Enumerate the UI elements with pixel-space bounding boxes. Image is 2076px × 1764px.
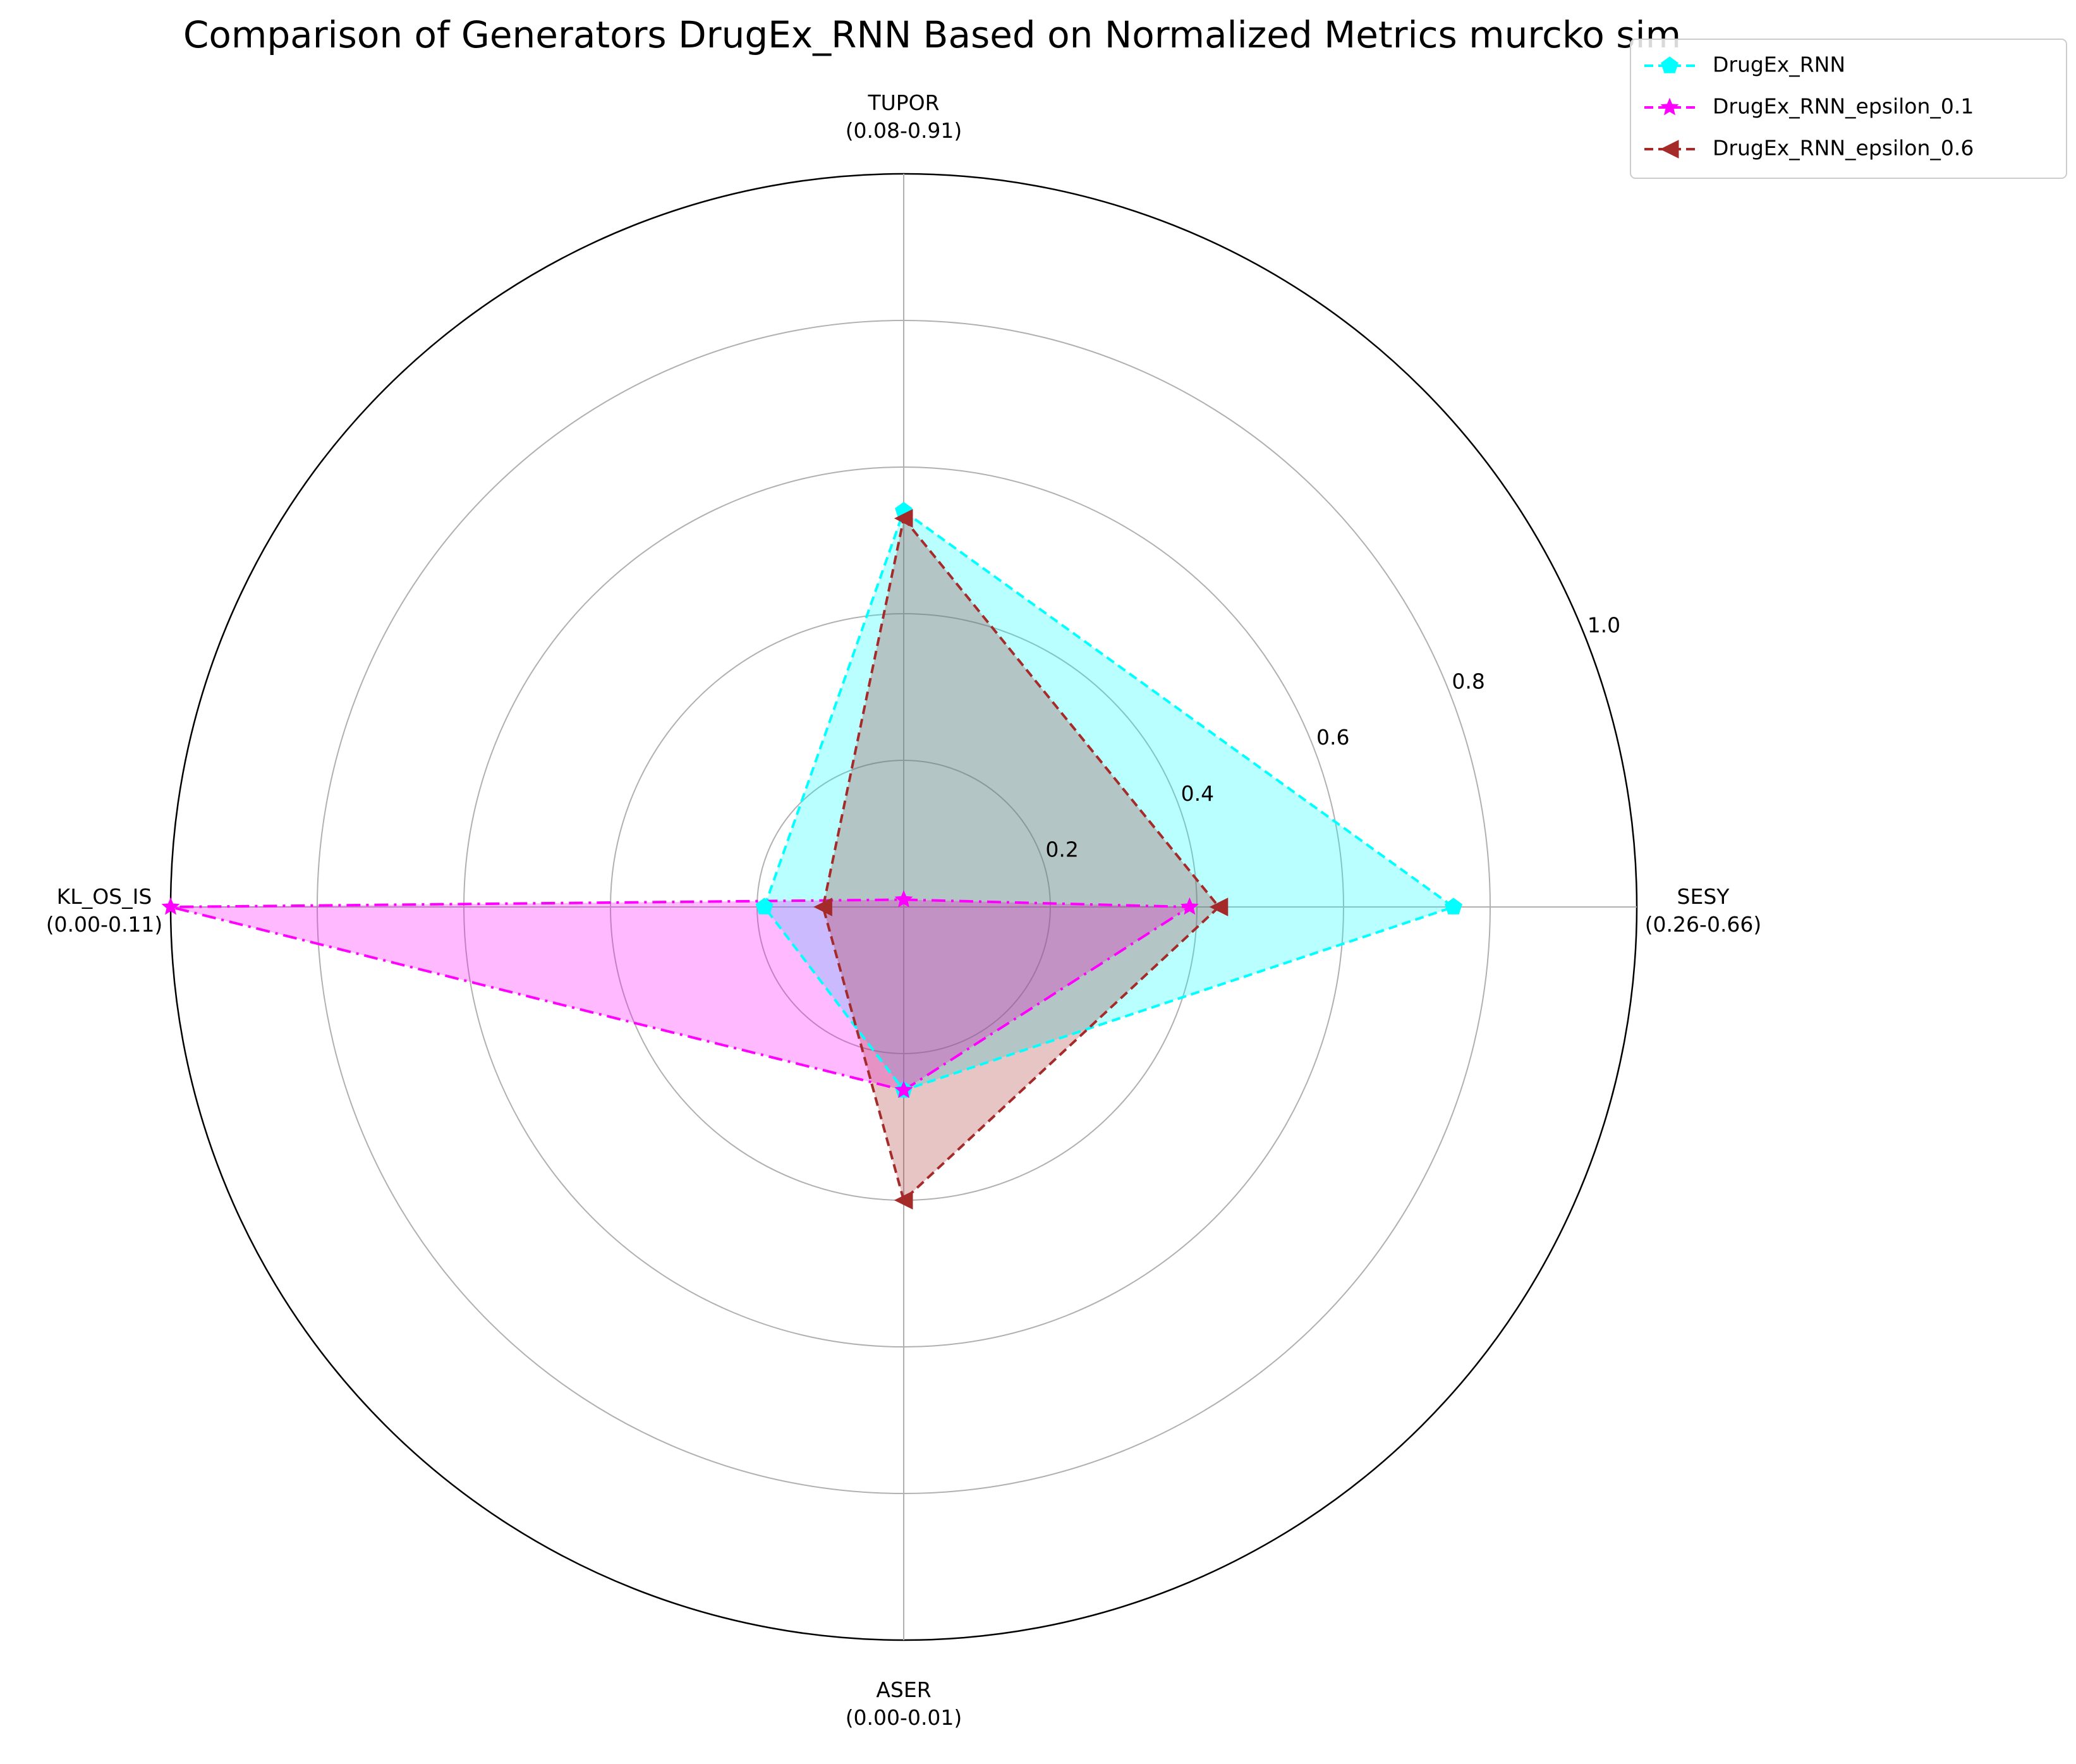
series-0-point-SESY bbox=[1445, 897, 1462, 915]
legend-label: DrugEx_RNN_epsilon_0.1 bbox=[1713, 94, 1974, 119]
legend: DrugEx_RNN DrugEx_RNN_epsilon_0.1 DrugEx_R… bbox=[1630, 39, 2067, 179]
radial-tick-labels: 0.2 0.4 0.6 0.8 1.0 bbox=[1045, 613, 1620, 862]
axis-labels: TUPOR (0.08-0.91) SESY (0.26-0.66) ASER (0.00… bbox=[46, 90, 1762, 1730]
tick-label-0.6: 0.6 bbox=[1316, 725, 1349, 750]
tick-label-0.8: 0.8 bbox=[1452, 669, 1484, 693]
tick-label-0.2: 0.2 bbox=[1045, 837, 1078, 862]
legend-box bbox=[1630, 39, 2067, 179]
series-fill-2 bbox=[823, 518, 1219, 1201]
series-fills bbox=[171, 511, 1454, 1201]
legend-item-0: DrugEx_RNN bbox=[1644, 52, 1845, 77]
series-fill-0 bbox=[764, 511, 1454, 1090]
axis-range: (0.26-0.66) bbox=[1645, 912, 1762, 937]
series-2-point-KL_OS_IS bbox=[813, 897, 832, 916]
series-line-2 bbox=[822, 517, 1220, 1201]
legend-label: DrugEx_RNN bbox=[1713, 52, 1845, 77]
series-2-point-TUPOR bbox=[894, 509, 913, 528]
series-0-point-KL_OS_IS bbox=[755, 897, 774, 915]
series-fill-1 bbox=[171, 899, 1190, 1090]
series-1-point-TUPOR bbox=[894, 890, 913, 908]
tick-label-1.0: 1.0 bbox=[1587, 613, 1620, 638]
series-1-point-ASER bbox=[894, 1080, 913, 1098]
series-2-point-ASER bbox=[894, 1191, 913, 1210]
axis-label-KL_OS_IS: KL_OS_IS (0.00-0.11) bbox=[46, 884, 163, 937]
legend-item-2: DrugEx_RNN_epsilon_0.6 bbox=[1644, 136, 1974, 161]
chart-title: Comparison of Generators DrugEx_RNN Base… bbox=[183, 13, 1681, 56]
series-1-point-SESY bbox=[1180, 897, 1199, 915]
axis-name: TUPOR bbox=[867, 90, 939, 115]
axis-name: KL_OS_IS bbox=[57, 884, 152, 909]
series-2-point-SESY bbox=[1209, 897, 1229, 916]
legend-marker bbox=[1660, 140, 1679, 159]
axis-label-ASER: ASER (0.00-0.01) bbox=[846, 1677, 962, 1730]
legend-marker bbox=[1661, 56, 1678, 73]
axis-label-SESY: SESY (0.26-0.66) bbox=[1645, 884, 1762, 937]
axis-name: SESY bbox=[1677, 884, 1730, 909]
legend-marker bbox=[1660, 97, 1679, 116]
legend-item-1: DrugEx_RNN_epsilon_0.1 bbox=[1644, 94, 1974, 119]
axis-range: (0.08-0.91) bbox=[846, 118, 962, 143]
tick-label-0.4: 0.4 bbox=[1181, 781, 1214, 806]
series-markers bbox=[161, 501, 1462, 1210]
axis-name: ASER bbox=[876, 1677, 931, 1702]
axis-label-TUPOR: TUPOR (0.08-0.91) bbox=[846, 90, 962, 143]
series-1-point-KL_OS_IS bbox=[161, 897, 180, 915]
legend-label: DrugEx_RNN_epsilon_0.6 bbox=[1713, 136, 1974, 161]
axis-range: (0.00-0.01) bbox=[846, 1705, 962, 1730]
axis-range: (0.00-0.11) bbox=[46, 912, 163, 937]
